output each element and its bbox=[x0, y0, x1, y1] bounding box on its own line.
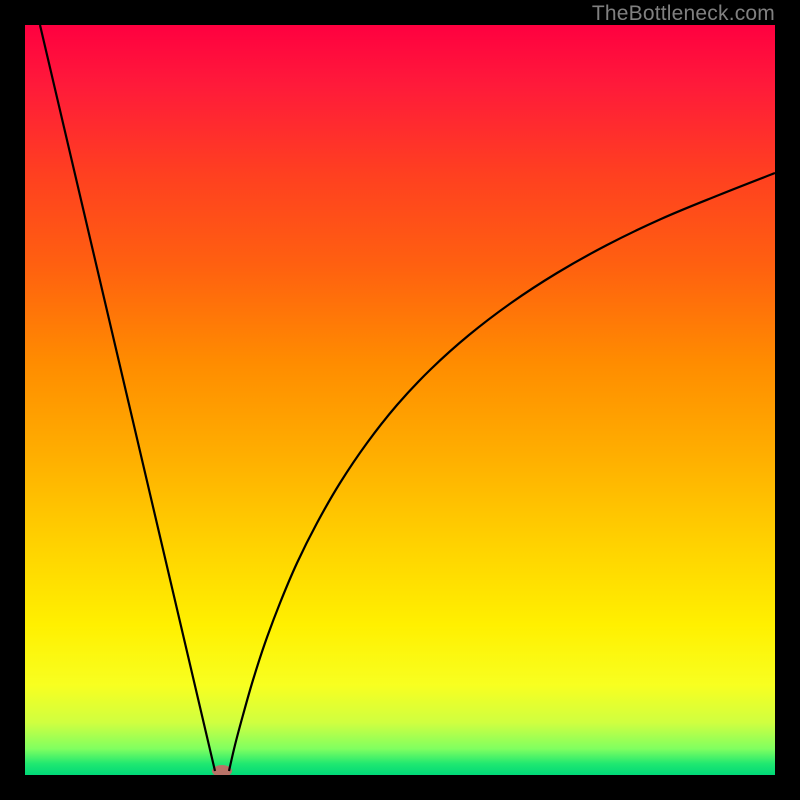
plot-area bbox=[25, 25, 775, 775]
plot-frame bbox=[25, 25, 775, 775]
plot-svg bbox=[25, 25, 775, 775]
watermark-text: TheBottleneck.com bbox=[592, 2, 775, 26]
